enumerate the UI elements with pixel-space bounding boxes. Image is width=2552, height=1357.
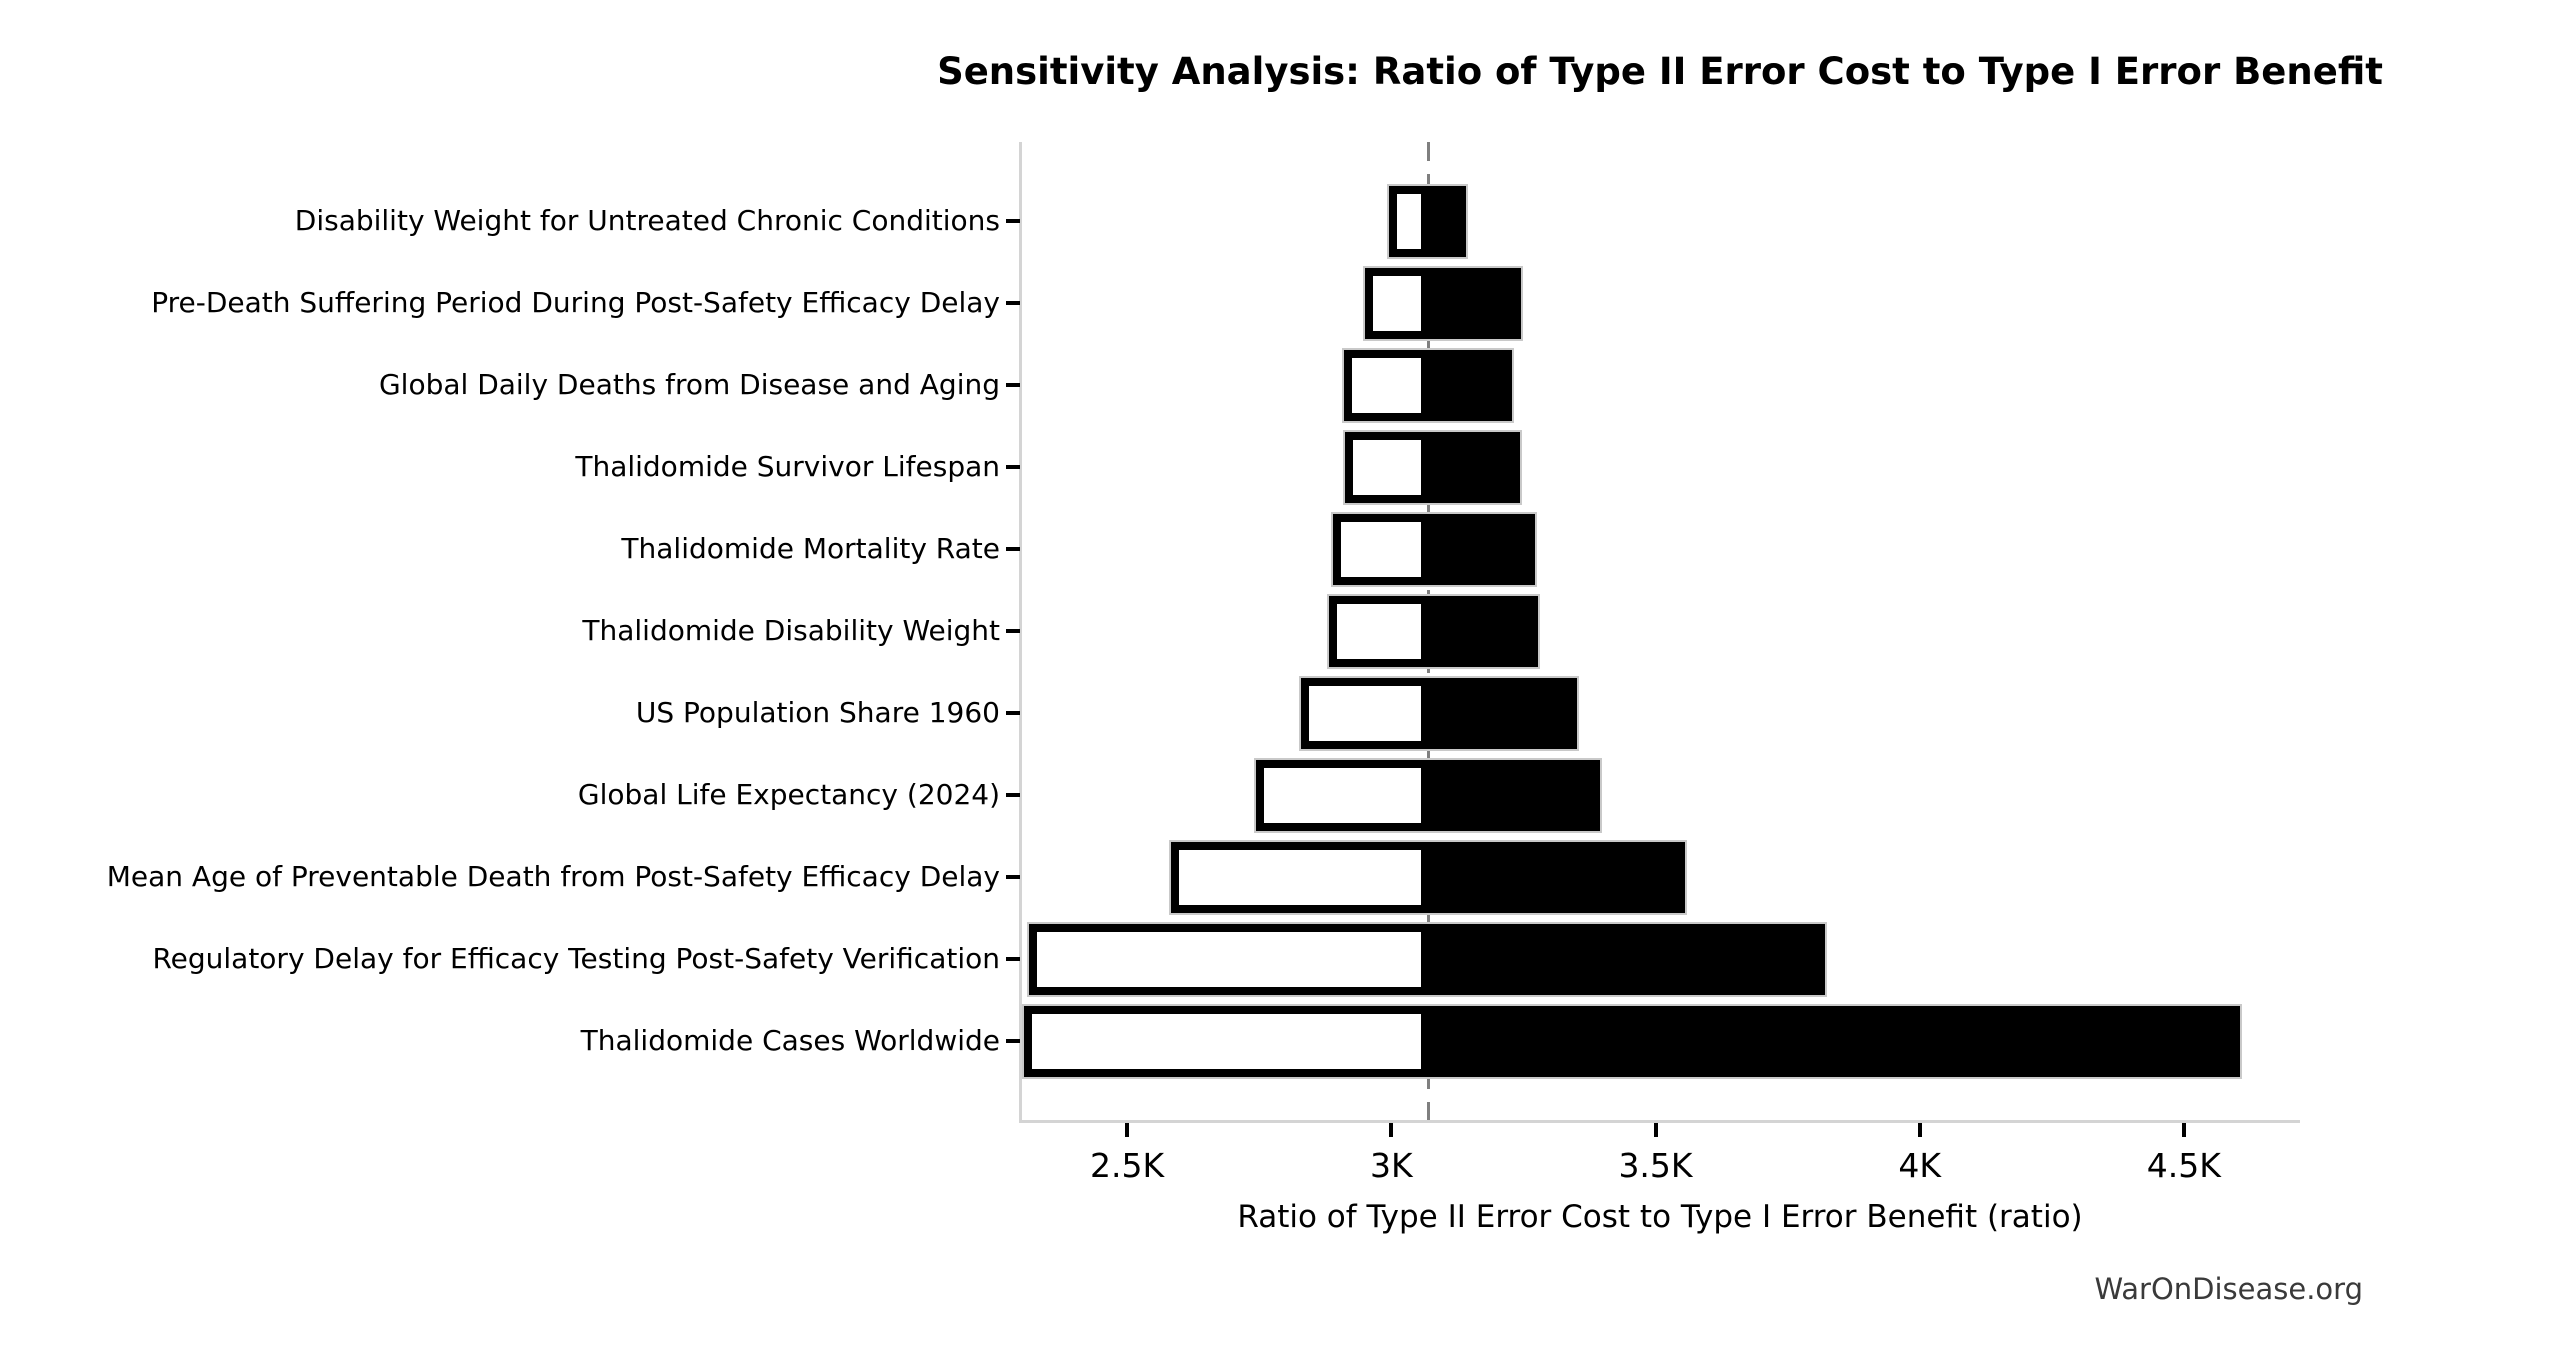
y-axis-spine — [1019, 142, 1022, 1123]
category-label: Global Life Expectancy (2024) — [577, 778, 1000, 811]
x-tick-label: 2.5K — [1090, 1146, 1165, 1185]
bar-low-segment — [1301, 677, 1429, 749]
bar-high-segment — [1428, 431, 1521, 503]
bar-low-segment — [1024, 1005, 1429, 1077]
bar-row — [1389, 185, 1466, 257]
bar-low-segment — [1256, 759, 1429, 831]
x-tick — [2181, 1123, 2186, 1137]
y-tick — [1006, 1039, 1020, 1043]
y-tick — [1006, 383, 1020, 387]
bar-low-segment — [1344, 431, 1429, 503]
y-tick — [1006, 465, 1020, 469]
x-axis-label: Ratio of Type II Error Cost to Type I Er… — [1237, 1199, 2083, 1235]
bar-row — [1256, 759, 1601, 831]
category-label: Thalidomide Cases Worldwide — [580, 1024, 1000, 1057]
y-tick — [1006, 875, 1020, 879]
category-label: Mean Age of Preventable Death from Post-… — [106, 860, 1000, 893]
category-label: Thalidomide Mortality Rate — [621, 532, 1000, 565]
bar-row — [1332, 513, 1536, 585]
bar-row — [1301, 677, 1577, 749]
x-tick — [1125, 1123, 1130, 1137]
y-tick — [1006, 219, 1020, 223]
x-tick — [1917, 1123, 1922, 1137]
bar-row — [1171, 841, 1685, 913]
bar-row — [1329, 595, 1538, 667]
x-tick-label: 4.5K — [2146, 1146, 2221, 1185]
category-label: Regulatory Delay for Efficacy Testing Po… — [152, 942, 1000, 975]
x-axis-spine — [1019, 1120, 2300, 1123]
bar-low-segment — [1364, 267, 1429, 339]
x-tick-label: 4K — [1898, 1146, 1941, 1185]
category-label: Pre-Death Suffering Period During Post-S… — [151, 286, 1000, 319]
category-label: Thalidomide Survivor Lifespan — [575, 450, 1000, 483]
bar-low-segment — [1389, 185, 1429, 257]
category-label: Global Daily Deaths from Disease and Agi… — [378, 368, 1000, 401]
bar-high-segment — [1428, 923, 1826, 995]
watermark-text: WarOnDisease.org — [2094, 1272, 2363, 1306]
bar-high-segment — [1428, 677, 1577, 749]
category-label: US Population Share 1960 — [635, 696, 1000, 729]
bar-row — [1364, 267, 1521, 339]
bar-row — [1343, 349, 1513, 421]
x-tick-label: 3K — [1369, 1146, 1413, 1185]
x-tick — [1389, 1123, 1394, 1137]
y-tick — [1006, 547, 1020, 551]
chart-title: Sensitivity Analysis: Ratio of Type II E… — [937, 50, 2383, 93]
bar-high-segment — [1428, 1005, 2240, 1077]
bar-low-segment — [1343, 349, 1429, 421]
category-label: Disability Weight for Untreated Chronic … — [294, 204, 1000, 237]
bar-high-segment — [1428, 841, 1685, 913]
bar-low-segment — [1029, 923, 1429, 995]
x-tick-label: 3.5K — [1618, 1146, 1693, 1185]
y-tick — [1006, 629, 1020, 633]
bar-low-segment — [1332, 513, 1429, 585]
bar-row — [1344, 431, 1521, 503]
category-label: Thalidomide Disability Weight — [582, 614, 1000, 647]
bar-low-segment — [1329, 595, 1429, 667]
bar-high-segment — [1428, 267, 1521, 339]
bar-high-segment — [1428, 185, 1466, 257]
y-tick — [1006, 793, 1020, 797]
bar-high-segment — [1428, 759, 1601, 831]
bar-row — [1029, 923, 1826, 995]
bar-high-segment — [1428, 513, 1536, 585]
y-tick — [1006, 301, 1020, 305]
bar-row — [1024, 1005, 2240, 1077]
y-tick — [1006, 711, 1020, 715]
bar-low-segment — [1171, 841, 1429, 913]
bar-high-segment — [1428, 595, 1538, 667]
x-tick — [1653, 1123, 1658, 1137]
y-tick — [1006, 957, 1020, 961]
bar-high-segment — [1428, 349, 1513, 421]
